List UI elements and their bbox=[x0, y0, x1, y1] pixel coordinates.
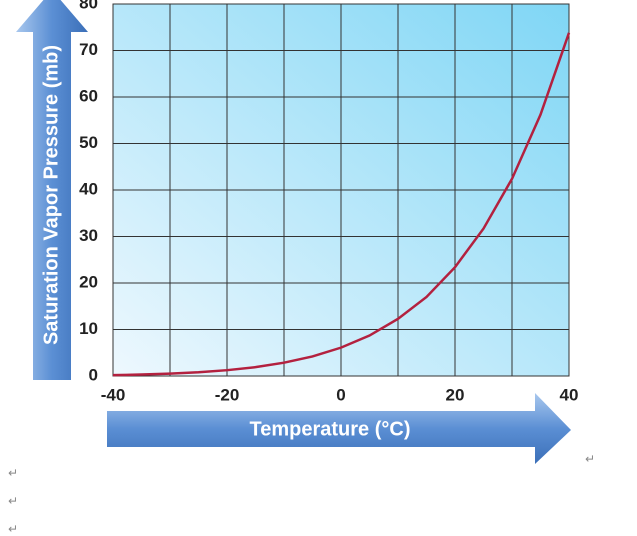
y-tick-label: 50 bbox=[79, 133, 98, 152]
y-tick-label: 70 bbox=[79, 40, 98, 59]
y-tick-label: 10 bbox=[79, 319, 98, 338]
x-tick-label: 40 bbox=[560, 385, 579, 404]
x-axis-label: Temperature (°C) bbox=[250, 418, 411, 440]
x-axis-arrow bbox=[107, 393, 571, 464]
y-tick-label: 0 bbox=[89, 365, 98, 384]
y-axis-arrow bbox=[16, 0, 88, 380]
y-tick-label: 60 bbox=[79, 86, 98, 105]
paragraph-mark: ↵ bbox=[8, 466, 18, 480]
y-tick-label: 20 bbox=[79, 272, 98, 291]
y-tick-label: 30 bbox=[79, 226, 98, 245]
y-tick-label: 80 bbox=[79, 0, 98, 12]
x-tick-label: 0 bbox=[336, 385, 345, 404]
paragraph-mark: ↵ bbox=[8, 494, 18, 508]
x-tick-label: 20 bbox=[446, 385, 465, 404]
paragraph-mark: ↵ bbox=[585, 452, 595, 466]
x-tick-label: -20 bbox=[215, 385, 240, 404]
plot-frame bbox=[112, 3, 570, 377]
data-line bbox=[112, 32, 571, 377]
paragraph-mark: ↵ bbox=[8, 522, 18, 536]
y-axis-label: Saturation Vapor Pressure (mb) bbox=[40, 45, 62, 345]
x-tick-label: -40 bbox=[101, 385, 126, 404]
y-tick-label: 40 bbox=[79, 179, 98, 198]
